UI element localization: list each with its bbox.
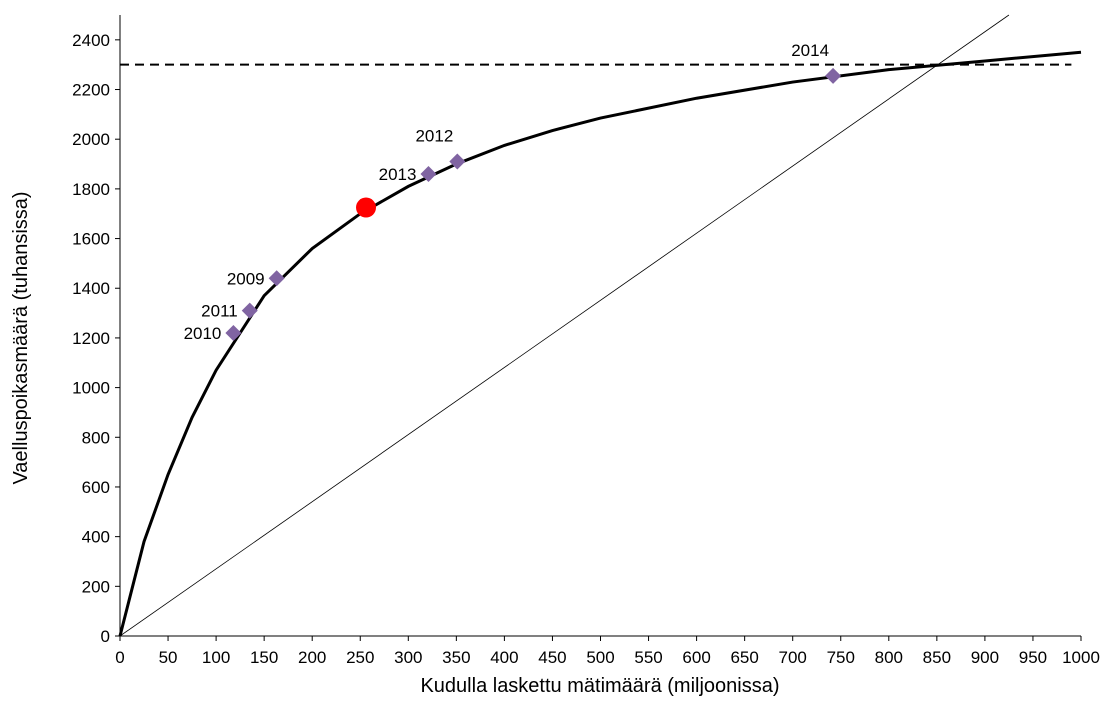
x-axis-label: Kudulla laskettu mätimäärä (miljoonissa) [420, 675, 779, 697]
x-tick-label: 150 [250, 648, 278, 667]
x-tick-label: 800 [875, 648, 903, 667]
diamond-marker [241, 302, 258, 319]
x-tick-label: 0 [115, 648, 124, 667]
y-tick-label: 1600 [72, 230, 110, 249]
point-label: 2010 [184, 324, 222, 343]
point-label: 2012 [415, 127, 453, 146]
x-tick-label: 500 [586, 648, 614, 667]
y-tick-label: 0 [101, 627, 110, 646]
x-tick-label: 950 [1019, 648, 1047, 667]
x-tick-label: 250 [346, 648, 374, 667]
x-tick-label: 750 [827, 648, 855, 667]
diamond-marker [268, 270, 285, 287]
y-tick-label: 1000 [72, 379, 110, 398]
x-tick-label: 350 [442, 648, 470, 667]
x-tick-label: 300 [394, 648, 422, 667]
x-tick-label: 700 [779, 648, 807, 667]
y-tick-label: 400 [82, 528, 110, 547]
y-tick-label: 200 [82, 577, 110, 596]
y-axis-label: Vaelluspoikasmäärä (tuhansissa) [10, 191, 32, 484]
point-label: 2014 [791, 41, 829, 60]
y-tick-label: 2200 [72, 81, 110, 100]
x-tick-label: 100 [202, 648, 230, 667]
x-tick-label: 650 [730, 648, 758, 667]
y-tick-label: 2400 [72, 31, 110, 50]
x-tick-label: 900 [971, 648, 999, 667]
y-tick-label: 600 [82, 478, 110, 497]
x-tick-label: 400 [490, 648, 518, 667]
y-tick-label: 800 [82, 428, 110, 447]
y-tick-label: 1800 [72, 180, 110, 199]
diamond-marker [225, 324, 242, 341]
point-label: 2013 [379, 165, 417, 184]
diamond-marker [449, 153, 466, 170]
series-line [118, 50, 1082, 637]
x-tick-label: 200 [298, 648, 326, 667]
x-tick-label: 850 [923, 648, 951, 667]
y-tick-label: 1400 [72, 279, 110, 298]
point-label: 2009 [227, 269, 265, 288]
series-line [119, 14, 1010, 637]
point-label: 2011 [201, 302, 238, 321]
x-tick-label: 550 [634, 648, 662, 667]
x-tick-label: 600 [682, 648, 710, 667]
y-tick-label: 1200 [72, 329, 110, 348]
x-tick-label: 450 [538, 648, 566, 667]
circle-marker [356, 197, 377, 218]
x-tick-label: 50 [159, 648, 178, 667]
diamond-marker [420, 165, 437, 182]
y-tick-label: 2000 [72, 130, 110, 149]
x-tick-label: 1000 [1062, 648, 1100, 667]
diamond-marker [825, 67, 842, 84]
